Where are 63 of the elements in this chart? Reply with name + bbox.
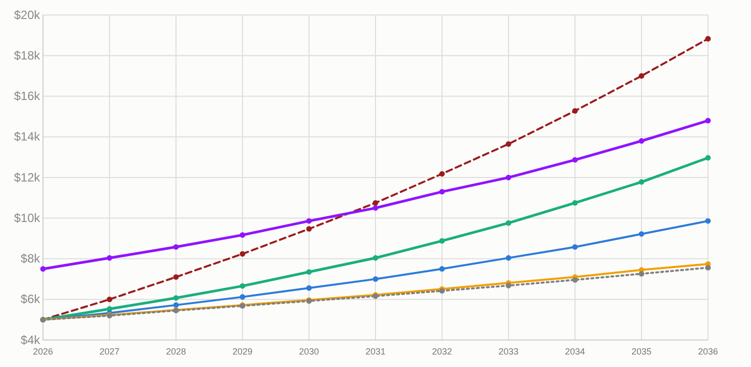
point [372,205,378,211]
y-tick-label: $20k [14,8,41,22]
point [372,255,378,261]
point [705,118,711,124]
x-tick-label: 2030 [298,346,320,356]
point [240,232,246,238]
y-tick-label: $14k [14,130,41,144]
point [306,269,312,275]
point [372,276,378,282]
x-tick-label: 2029 [232,346,253,356]
x-tick-label: 2035 [631,346,652,356]
point [240,294,246,300]
y-tick-label: $18k [14,48,41,62]
x-tick-label: 2028 [166,346,186,356]
point [173,274,179,280]
point [439,266,445,272]
y-tick-label: $8k [20,252,41,266]
point [572,200,578,206]
point [439,171,445,177]
x-tick-label: 2034 [564,346,586,356]
point [572,277,578,283]
point [506,141,512,147]
point [506,220,512,226]
y-tick-label: $4k [20,332,41,347]
point [705,218,711,224]
point [106,296,112,302]
point [572,157,578,163]
point [306,285,312,291]
x-tick-label: 2032 [432,346,452,356]
point [306,226,312,232]
x-tick-label: 2031 [365,346,386,356]
x-tick-label: 2027 [99,346,120,356]
y-tick-label: $10k [14,210,41,225]
point [173,295,179,301]
point [506,282,512,288]
point [506,174,512,180]
point [40,266,46,272]
point [506,255,512,261]
point [439,238,445,244]
point [705,36,711,42]
x-tick-label: 2036 [698,346,718,356]
point [705,155,711,161]
point [638,271,644,277]
point [638,231,644,237]
point [638,73,644,79]
point [705,264,711,270]
point [638,179,644,185]
point [306,218,312,224]
point [173,302,179,308]
point [173,244,179,250]
x-tick-label: 2026 [32,346,54,356]
point [240,251,246,257]
point [572,244,578,250]
point [572,108,578,114]
y-tick-label: $16k [14,89,41,104]
point [240,283,246,289]
x-tick-label: 2033 [498,346,519,356]
point [106,255,112,261]
point [638,138,644,144]
y-tick-label: $12k [14,170,41,184]
point [372,200,378,206]
y-tick-label: $6k [20,292,41,306]
point [439,188,445,194]
